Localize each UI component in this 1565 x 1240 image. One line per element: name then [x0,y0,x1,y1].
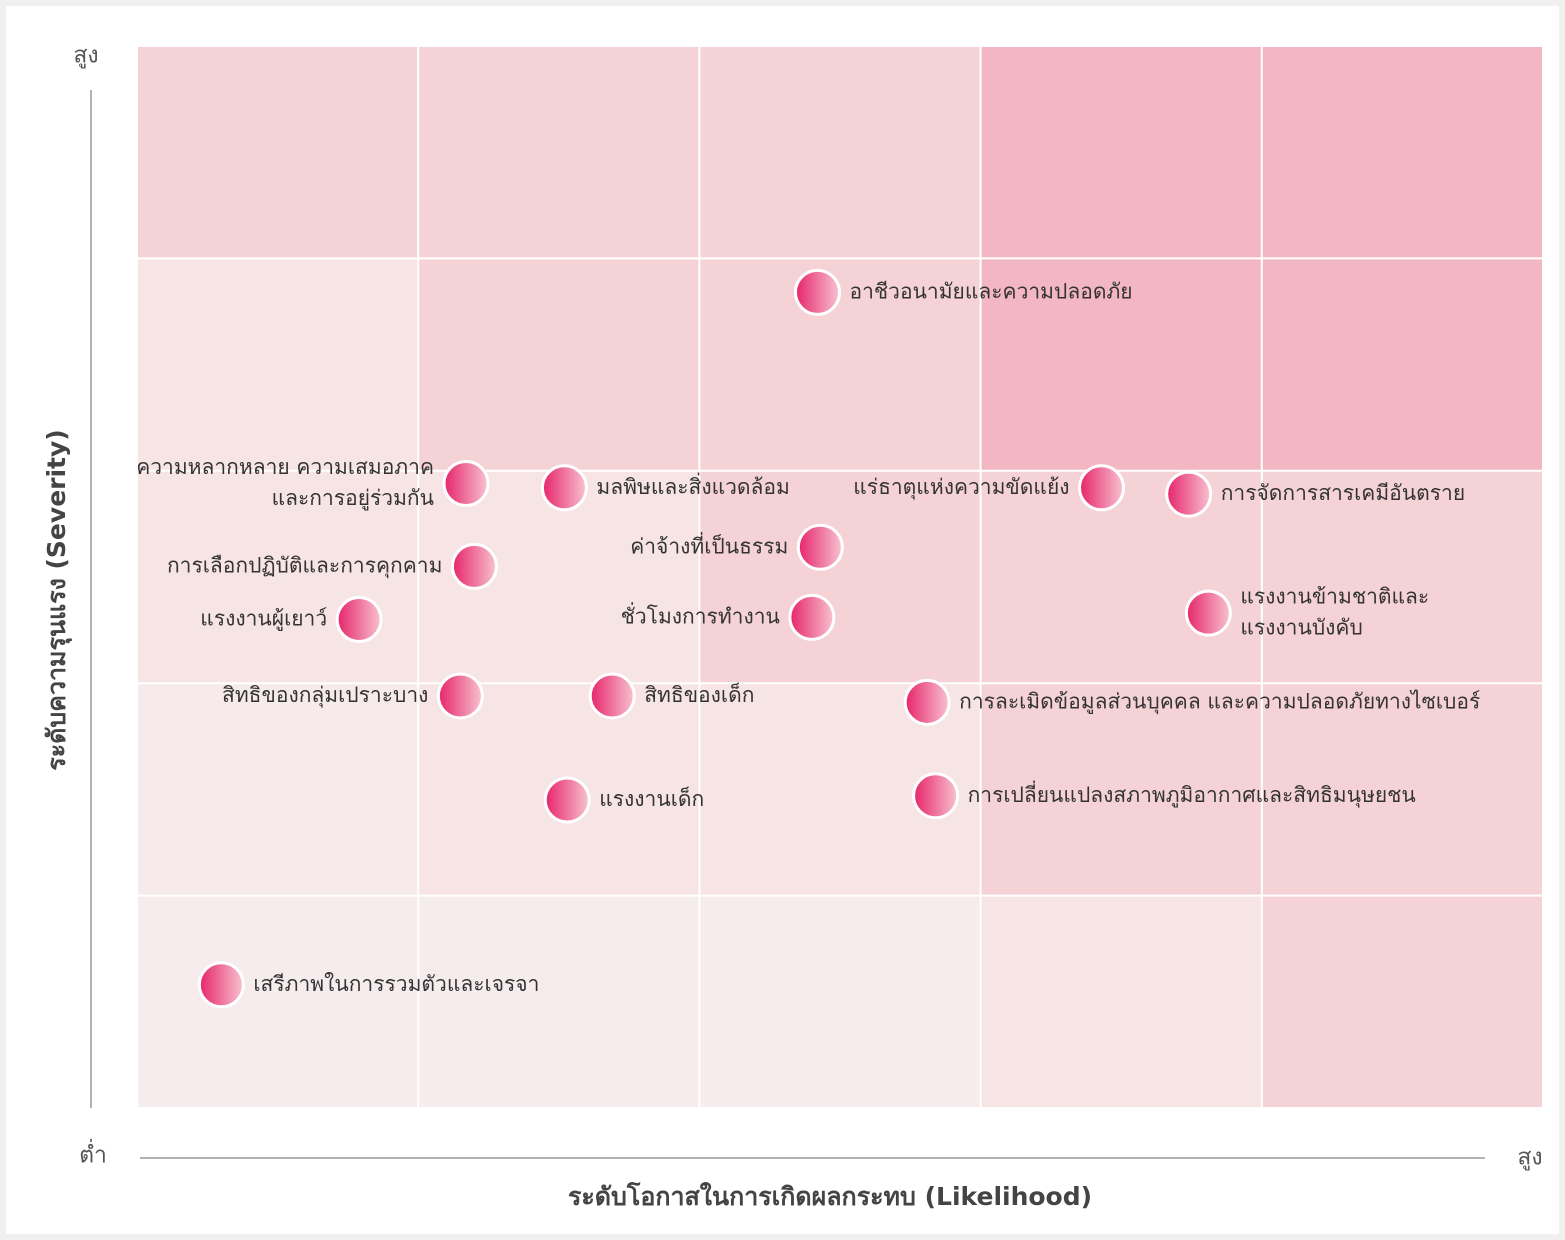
point [543,776,591,824]
cell [699,46,981,259]
point [1184,589,1232,637]
cell [1261,683,1543,896]
point [903,678,951,726]
y-high-label: สูง [73,43,98,69]
point-label: สิทธิของเด็ก [644,681,754,707]
point-label: แรงงานข้ามชาติและ [1240,585,1429,609]
point-label: การจัดการสารเคมีอันตราย [1221,481,1465,505]
point [436,672,484,720]
point-label: ค่าจ้างที่เป็นธรรม [630,531,788,558]
y-axis-title: ระดับความรุนแรง (Severity) [42,429,73,770]
point-label: มลพิษและสิ่งแวดล้อม [596,472,789,499]
point [794,268,842,316]
cell [1261,895,1543,1108]
cell [137,258,419,471]
point-label: แรงงานบังคับ [1240,616,1362,640]
point-label: แรงงานผู้เยาว์ [200,606,327,631]
point [1078,464,1126,512]
point [588,672,636,720]
low-label: ต่ำ [79,1139,107,1169]
cell [980,895,1262,1108]
point [450,542,498,590]
point-label: ชั่วโมงการทำงาน [621,601,780,628]
cell [980,258,1262,471]
x-axis-title: ระดับโอกาสในการเกิดผลกระทบ (Likelihood) [568,1181,1092,1211]
cell [418,258,700,471]
point-label: การเลือกปฏิบัติและการคุกคาม [167,553,442,578]
cell [1261,46,1543,259]
point [540,464,588,512]
cell [137,895,419,1108]
point-label: การละเมิดข้อมูลส่วนบุคคล และความปลอดภัยท… [959,689,1480,714]
cell [418,895,700,1108]
point [442,460,490,508]
cell [137,683,419,896]
point [1165,470,1213,518]
point-label: อาชีวอนามัยและความปลอดภัย [850,279,1133,303]
point-label: สิทธิของกลุ่มเปราะบาง [222,683,428,708]
cell [980,683,1262,896]
point [912,772,960,820]
point [788,593,836,641]
point [335,595,383,643]
cell [137,46,419,259]
point-label: ความหลากหลาย ความเสมอภาค [136,455,434,479]
cell [699,895,981,1108]
cell [980,46,1262,259]
point-label: การเปลี่ยนแปลงสภาพภูมิอากาศและสิทธิมนุษย… [968,780,1416,808]
cell [980,470,1262,684]
cell [418,46,700,259]
point [796,523,844,571]
point [197,961,245,1009]
point-label: เสรีภาพในการรวมตัวและเจรจา [253,972,539,996]
point-label: และการอยู่ร่วมกัน [272,486,434,511]
point-label: แรงงานเด็ก [599,785,704,811]
cell [137,470,419,684]
x-high-label: สูง [1517,1145,1542,1171]
cell [1261,258,1543,471]
point-label: แร่ธาตุแห่งความขัดแย้ง [853,475,1069,500]
cell [1261,470,1543,684]
cell [699,470,981,684]
